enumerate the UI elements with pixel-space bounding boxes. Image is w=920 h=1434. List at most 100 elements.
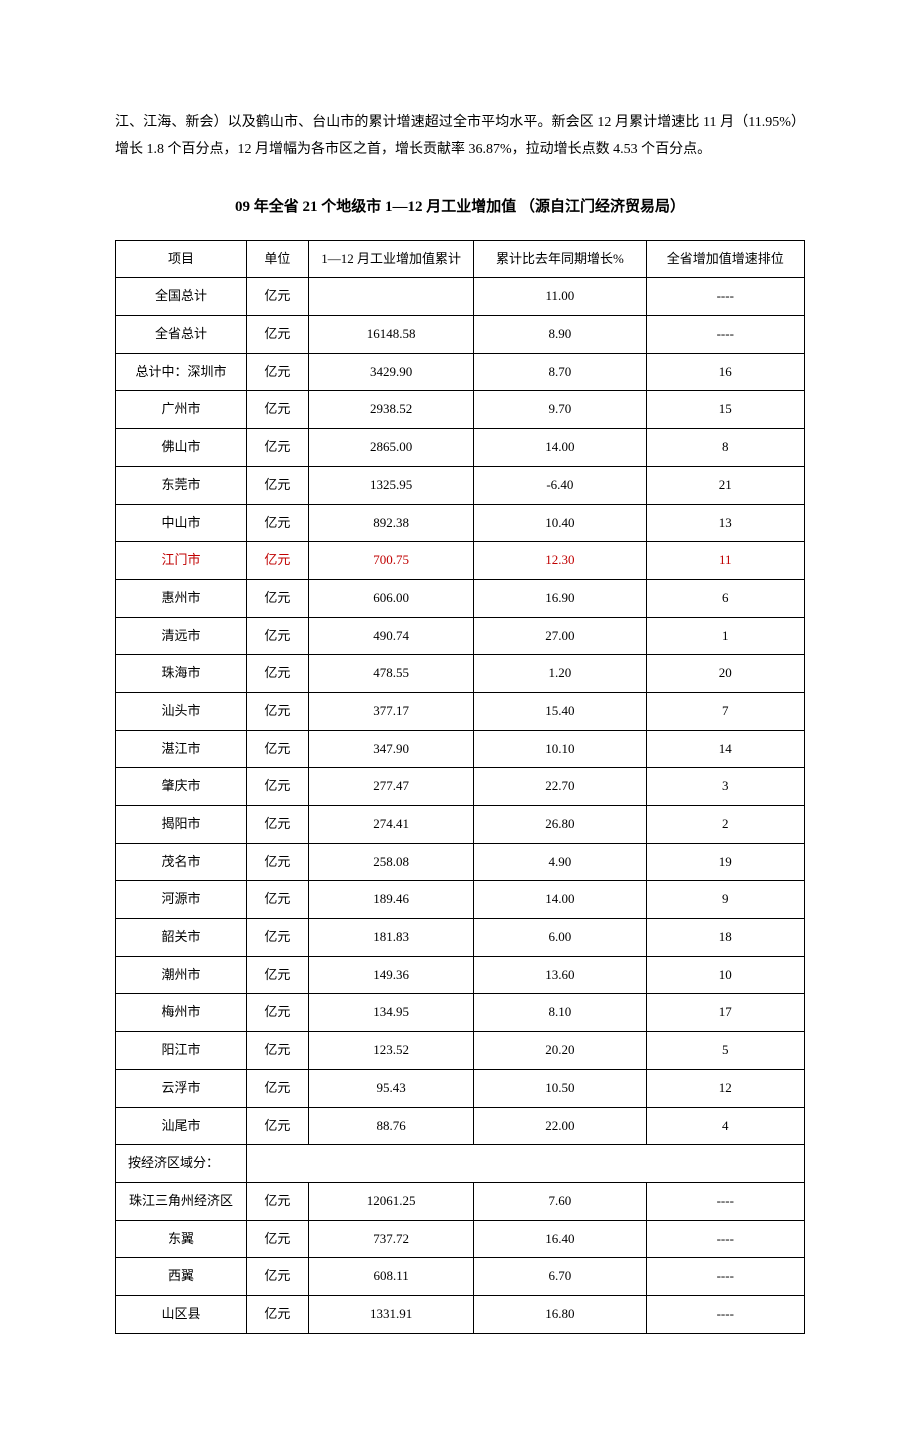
table-row: 汕头市亿元377.1715.407: [116, 692, 805, 730]
table-cell: 12: [646, 1069, 804, 1107]
col-header-4: 全省增加值增速排位: [646, 240, 804, 278]
table-cell: 19: [646, 843, 804, 881]
table-cell: 3: [646, 768, 804, 806]
table-cell: 亿元: [246, 504, 308, 542]
table-cell: 737.72: [308, 1220, 473, 1258]
table-row: 揭阳市亿元274.4126.802: [116, 806, 805, 844]
table-row: 肇庆市亿元277.4722.703: [116, 768, 805, 806]
table-cell: 10: [646, 956, 804, 994]
col-header-1: 单位: [246, 240, 308, 278]
table-row: 全省总计亿元16148.588.90----: [116, 316, 805, 354]
table-cell: 11.00: [474, 278, 646, 316]
table-cell: 亿元: [246, 1220, 308, 1258]
table-cell: 8.90: [474, 316, 646, 354]
table-cell: 全国总计: [116, 278, 247, 316]
table-cell: 123.52: [308, 1032, 473, 1070]
table-cell: 佛山市: [116, 429, 247, 467]
table-row: 东莞市亿元1325.95-6.4021: [116, 466, 805, 504]
table-cell: 12.30: [474, 542, 646, 580]
table-cell: 汕头市: [116, 692, 247, 730]
table-cell: 揭阳市: [116, 806, 247, 844]
table-cell: 亿元: [246, 278, 308, 316]
table-cell: 4: [646, 1107, 804, 1145]
table-cell: 3429.90: [308, 353, 473, 391]
table-cell: 亿元: [246, 1069, 308, 1107]
table-cell: 6: [646, 579, 804, 617]
table-cell: 11: [646, 542, 804, 580]
table-cell: 10.10: [474, 730, 646, 768]
table-cell: 西翼: [116, 1258, 247, 1296]
table-cell: 16.40: [474, 1220, 646, 1258]
table-row: 清远市亿元490.7427.001: [116, 617, 805, 655]
table-cell: 13.60: [474, 956, 646, 994]
table-row: 全国总计亿元11.00----: [116, 278, 805, 316]
table-row: 惠州市亿元606.0016.906: [116, 579, 805, 617]
table-row: 中山市亿元892.3810.4013: [116, 504, 805, 542]
table-cell: ----: [646, 1258, 804, 1296]
table-cell: 亿元: [246, 391, 308, 429]
table-cell: 27.00: [474, 617, 646, 655]
table-cell: 亿元: [246, 1182, 308, 1220]
table-cell: 608.11: [308, 1258, 473, 1296]
table-cell: 490.74: [308, 617, 473, 655]
table-cell: 珠海市: [116, 655, 247, 693]
table-cell: ----: [646, 316, 804, 354]
table-cell: 亿元: [246, 692, 308, 730]
table-row: 珠江三角州经济区亿元12061.257.60----: [116, 1182, 805, 1220]
table-cell: 17: [646, 994, 804, 1032]
table-row: 茂名市亿元258.084.9019: [116, 843, 805, 881]
table-cell: 21: [646, 466, 804, 504]
table-cell: 20: [646, 655, 804, 693]
table-cell: 梅州市: [116, 994, 247, 1032]
table-row: 潮州市亿元149.3613.6010: [116, 956, 805, 994]
table-cell: 亿元: [246, 768, 308, 806]
table-cell: 14.00: [474, 881, 646, 919]
table-cell: 16.90: [474, 579, 646, 617]
table-cell: 2938.52: [308, 391, 473, 429]
table-cell: 惠州市: [116, 579, 247, 617]
table-cell: ----: [646, 1295, 804, 1333]
table-cell: 1331.91: [308, 1295, 473, 1333]
table-cell: 1.20: [474, 655, 646, 693]
table-cell: 亿元: [246, 881, 308, 919]
table-cell: 湛江市: [116, 730, 247, 768]
table-cell: 7: [646, 692, 804, 730]
body-paragraph: 江、江海、新会）以及鹤山市、台山市的累计增速超过全市平均水平。新会区 12 月累…: [115, 110, 805, 163]
table-cell: 6.70: [474, 1258, 646, 1296]
table-cell: 亿元: [246, 806, 308, 844]
table-cell: 山区县: [116, 1295, 247, 1333]
table-cell: 珠江三角州经济区: [116, 1182, 247, 1220]
table-row: 韶关市亿元181.836.0018: [116, 919, 805, 957]
table-cell: 277.47: [308, 768, 473, 806]
table-cell: 总计中：深圳市: [116, 353, 247, 391]
table-row: 佛山市亿元2865.0014.008: [116, 429, 805, 467]
table-cell: 20.20: [474, 1032, 646, 1070]
table-cell: 广州市: [116, 391, 247, 429]
table-cell: [246, 1145, 804, 1183]
table-row: 西翼亿元608.116.70----: [116, 1258, 805, 1296]
table-title: 09 年全省 21 个地级市 1—12 月工业增加值 （源自江门经济贸易局）: [115, 193, 805, 222]
table-cell: -6.40: [474, 466, 646, 504]
table-cell: 16148.58: [308, 316, 473, 354]
table-cell: 亿元: [246, 466, 308, 504]
table-row: 河源市亿元189.4614.009: [116, 881, 805, 919]
table-cell: 江门市: [116, 542, 247, 580]
table-cell: 892.38: [308, 504, 473, 542]
table-cell: 606.00: [308, 579, 473, 617]
table-cell: 478.55: [308, 655, 473, 693]
table-cell: 亿元: [246, 1107, 308, 1145]
table-cell: 亿元: [246, 353, 308, 391]
table-cell: 按经济区域分：: [116, 1145, 247, 1183]
table-cell: 2865.00: [308, 429, 473, 467]
table-cell: 1325.95: [308, 466, 473, 504]
table-cell: 亿元: [246, 316, 308, 354]
table-cell: 阳江市: [116, 1032, 247, 1070]
table-cell: 亿元: [246, 655, 308, 693]
col-header-2: 1—12 月工业增加值累计: [308, 240, 473, 278]
table-row: 汕尾市亿元88.7622.004: [116, 1107, 805, 1145]
table-cell: 5: [646, 1032, 804, 1070]
table-cell: 4.90: [474, 843, 646, 881]
table-cell: 14.00: [474, 429, 646, 467]
table-cell: 18: [646, 919, 804, 957]
table-cell: 6.00: [474, 919, 646, 957]
